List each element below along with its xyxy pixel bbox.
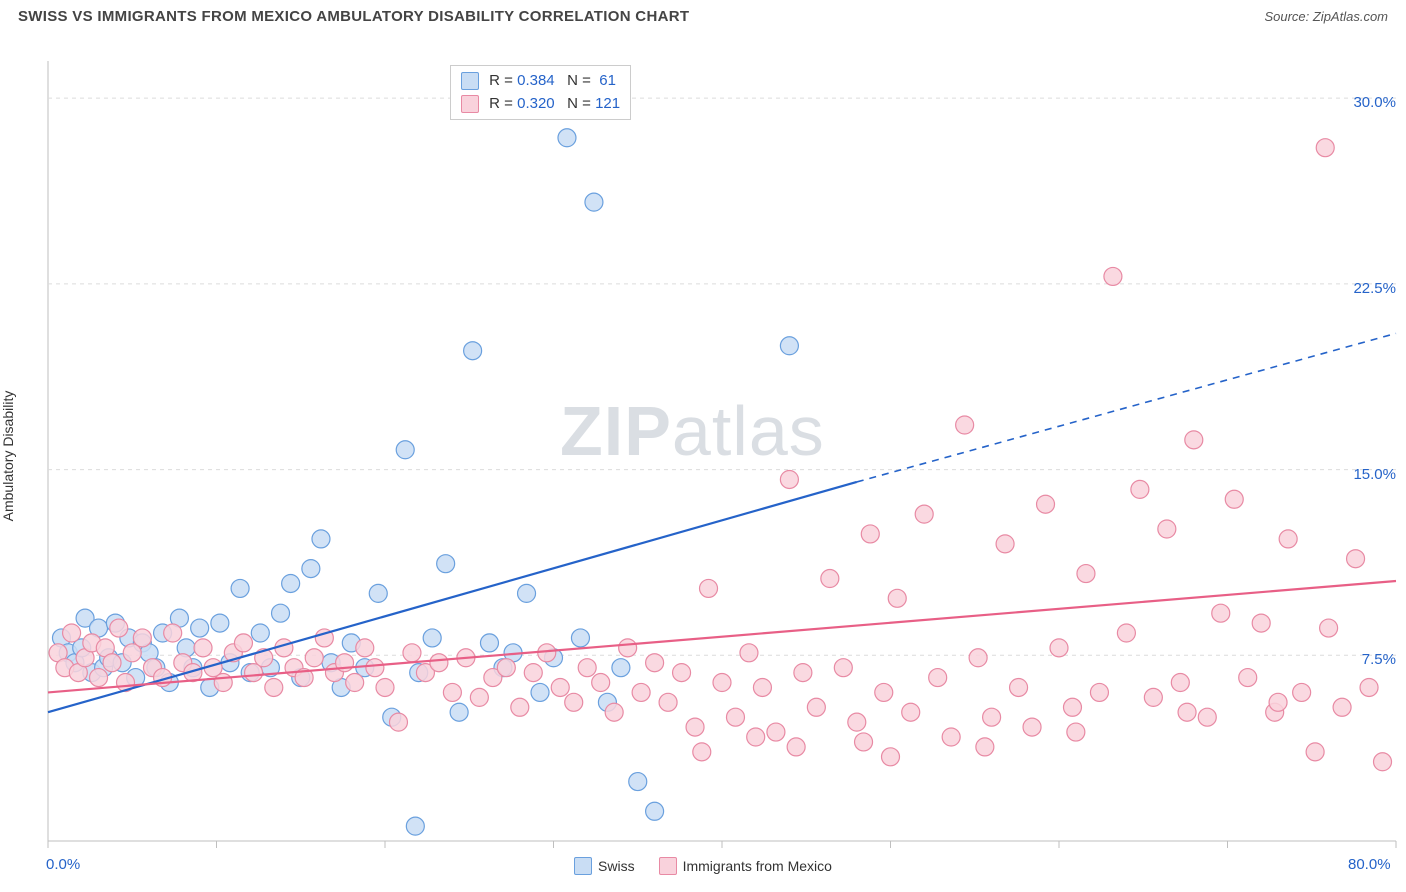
chart-area: Ambulatory Disability ZIPatlas R = 0.384… bbox=[0, 31, 1406, 881]
legend-swatch-icon bbox=[461, 72, 479, 90]
legend-swatch-icon bbox=[659, 857, 677, 875]
legend-item-mexico: Immigrants from Mexico bbox=[659, 857, 832, 875]
chart-header: SWISS VS IMMIGRANTS FROM MEXICO AMBULATO… bbox=[0, 0, 1406, 31]
chart-source: Source: ZipAtlas.com bbox=[1264, 9, 1388, 24]
legend-label: Swiss bbox=[598, 858, 635, 874]
legend-swatch-icon bbox=[574, 857, 592, 875]
chart-title: SWISS VS IMMIGRANTS FROM MEXICO AMBULATO… bbox=[18, 8, 689, 25]
legend-item-swiss: Swiss bbox=[574, 857, 635, 875]
y-tick-label: 30.0% bbox=[1353, 94, 1396, 111]
y-tick-label: 15.0% bbox=[1353, 466, 1396, 483]
legend-label: Immigrants from Mexico bbox=[683, 858, 832, 874]
stats-row-swiss: R = 0.384 N = 61 bbox=[461, 70, 620, 93]
legend: Swiss Immigrants from Mexico bbox=[0, 857, 1406, 875]
y-tick-label: 7.5% bbox=[1362, 651, 1396, 668]
stats-row-mexico: R = 0.320 N = 121 bbox=[461, 93, 620, 116]
correlation-stats-box: R = 0.384 N = 61 R = 0.320 N = 121 bbox=[450, 65, 631, 120]
y-tick-label: 22.5% bbox=[1353, 280, 1396, 297]
legend-swatch-icon bbox=[461, 95, 479, 113]
scatter-plot bbox=[0, 31, 1406, 881]
